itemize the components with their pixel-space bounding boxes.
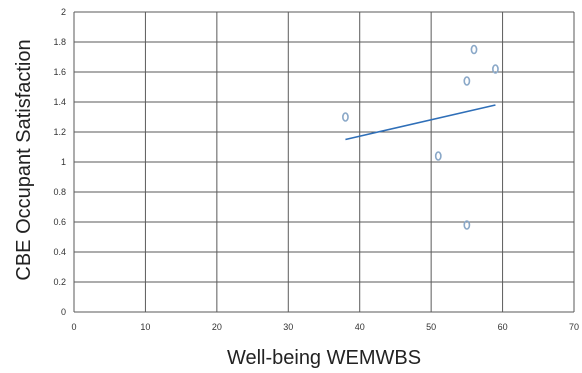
data-point (434, 151, 442, 161)
y-tick-label: 1.4 (53, 97, 66, 107)
y-tick-label: 1.8 (53, 37, 66, 47)
y-tick-label: 0.6 (53, 217, 66, 227)
x-tick-label: 70 (569, 322, 579, 332)
data-point (463, 76, 471, 86)
y-axis-title: CBE Occupant Satisfaction (13, 39, 35, 280)
data-point (492, 64, 499, 74)
y-tick-label: 2 (61, 7, 66, 17)
y-tick-label: 1.6 (53, 67, 66, 77)
x-tick-label: 40 (355, 322, 365, 332)
trendline (345, 104, 496, 141)
y-axis-ticks: 0 0.2 0.4 0.6 0.8 1 1.2 1.4 1.6 1.8 2 (53, 7, 66, 317)
trendline-group (345, 104, 496, 141)
data-point (463, 220, 471, 230)
x-axis-ticks: 0 10 20 30 40 50 60 70 (71, 322, 579, 332)
y-tick-label: 1 (61, 157, 66, 167)
x-tick-label: 50 (426, 322, 436, 332)
x-axis-title: Well-being WEMWBS (227, 347, 421, 369)
data-point (342, 112, 349, 122)
x-tick-label: 0 (71, 322, 76, 332)
grid-lines (73, 11, 575, 313)
x-tick-label: 20 (212, 322, 222, 332)
y-tick-label: 0.2 (53, 277, 66, 287)
x-tick-label: 30 (283, 322, 293, 332)
y-tick-label: 0 (61, 307, 66, 317)
x-tick-label: 10 (140, 322, 150, 332)
y-tick-label: 0.8 (53, 187, 66, 197)
data-points (342, 44, 499, 230)
x-tick-label: 60 (498, 322, 508, 332)
y-tick-label: 1.2 (53, 127, 66, 137)
y-tick-label: 0.4 (53, 247, 66, 257)
data-point (470, 44, 478, 55)
